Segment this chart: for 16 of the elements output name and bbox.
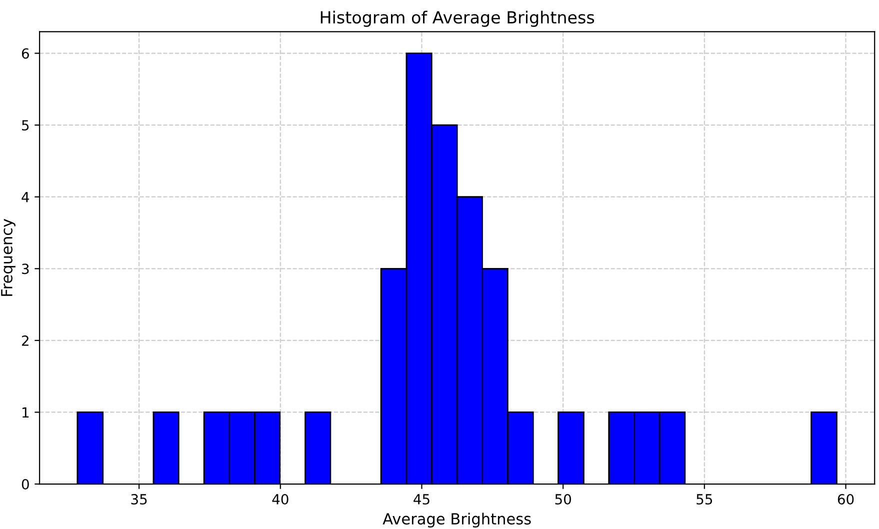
y-tick-label: 4 (22, 192, 30, 202)
x-tick-label: 45 (414, 494, 430, 505)
y-axis-title: Frequency (1, 218, 16, 296)
y-tick-label: 0 (22, 479, 29, 490)
x-tick-label: 50 (555, 494, 571, 505)
y-tick-label: 1 (22, 407, 29, 418)
x-tick-label: 60 (838, 494, 854, 505)
y-tick-label: 5 (22, 120, 29, 131)
x-tick-label: 55 (696, 494, 712, 505)
y-tick-label: 2 (22, 335, 28, 346)
chart-title: Histogram of Average Brightness (320, 10, 594, 27)
x-tick-label: 40 (272, 494, 288, 505)
y-tick-label: 6 (22, 48, 29, 59)
x-tick-label: 35 (131, 494, 147, 505)
x-axis-title: Average Brightness (382, 512, 531, 528)
y-tick-label: 3 (22, 264, 29, 274)
